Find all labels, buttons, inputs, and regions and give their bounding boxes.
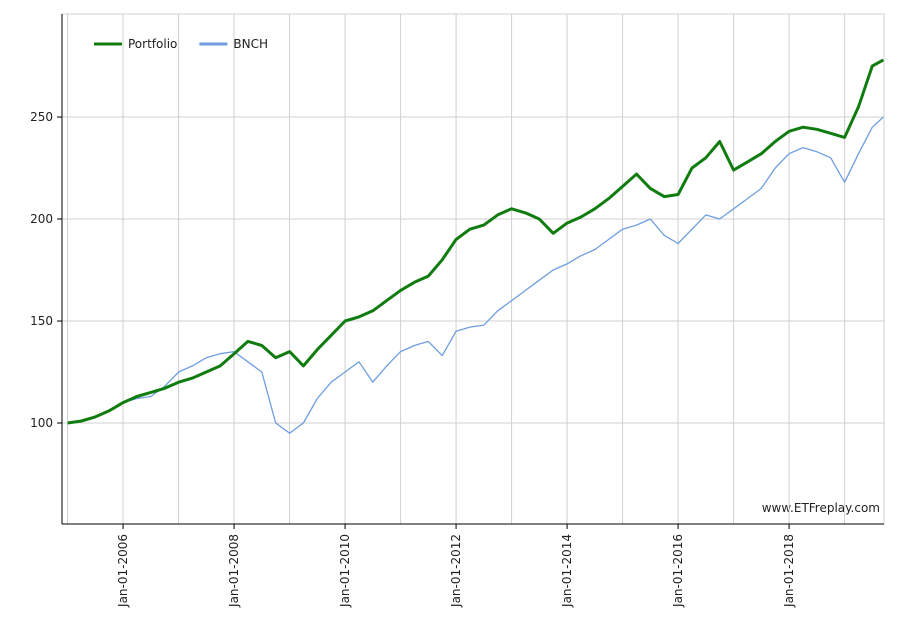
x-tick-label: Jan-01-2008 <box>227 534 241 608</box>
y-tick-label: 100 <box>30 416 53 430</box>
legend-label: BNCH <box>233 37 268 51</box>
series-line <box>67 116 884 434</box>
x-tick-label: Jan-01-2012 <box>449 534 463 608</box>
y-tick-label: 250 <box>30 110 53 124</box>
y-tick-label: 200 <box>30 212 53 226</box>
x-tick-label: Jan-01-2010 <box>338 534 352 608</box>
x-tick-label: Jan-01-2006 <box>116 534 130 608</box>
grid <box>61 13 885 525</box>
y-tick-label: 150 <box>30 314 53 328</box>
x-tick-label: Jan-01-2016 <box>671 534 685 608</box>
x-tick-label: Jan-01-2018 <box>782 534 796 608</box>
plot-border <box>61 13 885 525</box>
legend-label: Portfolio <box>128 37 177 51</box>
x-tick-label: Jan-01-2014 <box>560 534 574 608</box>
series-line <box>67 58 885 425</box>
watermark: www.ETFreplay.com <box>762 501 880 515</box>
